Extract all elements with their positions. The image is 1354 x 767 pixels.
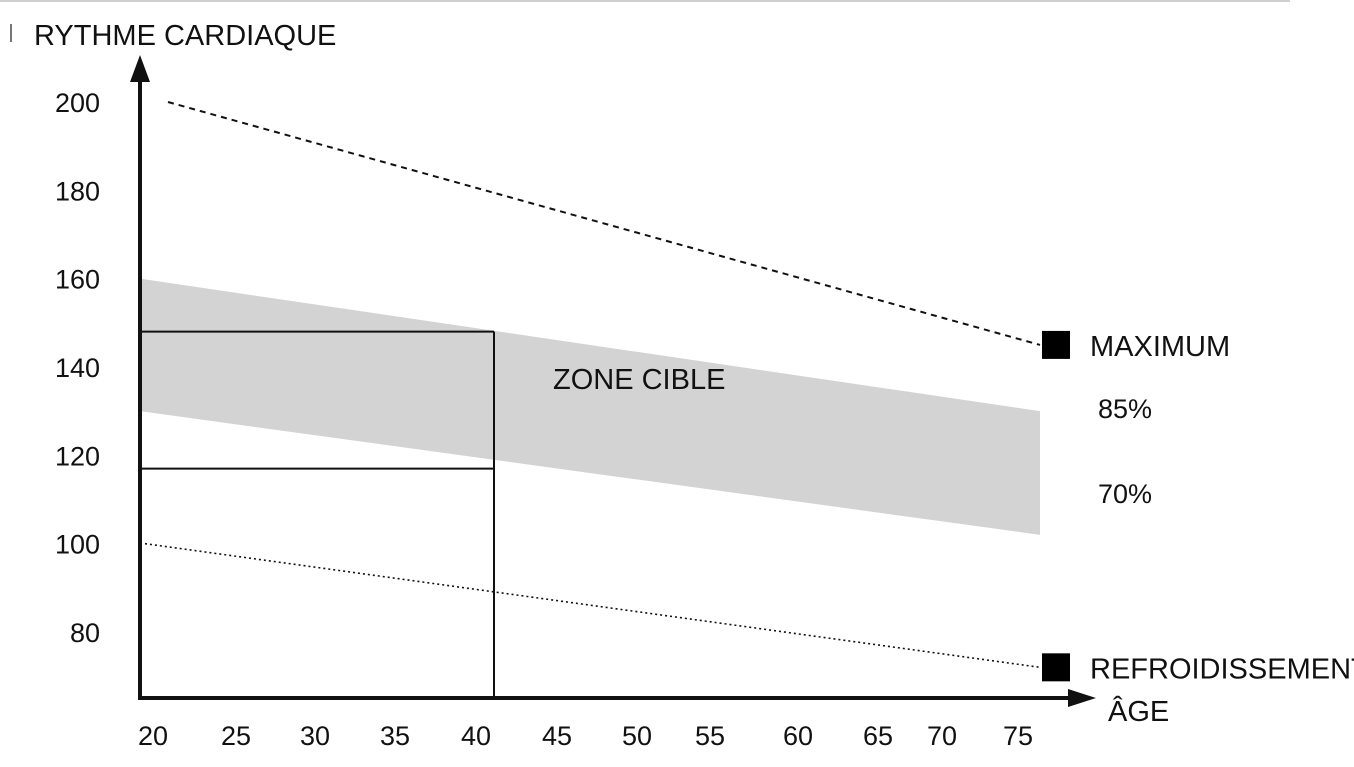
corner-mark [10, 24, 12, 42]
target-zone-layer: ZONE CIBLE [140, 278, 1040, 535]
x-tick-label: 55 [695, 721, 725, 751]
y-axis-arrow [130, 55, 150, 82]
upper-percent-label: 85% [1098, 394, 1152, 424]
x-tick-label: 70 [927, 721, 957, 751]
x-tick-label: 65 [863, 721, 893, 751]
target-zone-band [140, 278, 1040, 535]
cooldown-line [144, 542, 1041, 669]
x-tick-label: 75 [1003, 721, 1033, 751]
x-tick-label: 30 [300, 721, 330, 751]
x-tick-label: 35 [380, 721, 410, 751]
axes-layer [130, 55, 1096, 707]
target-zone-label: ZONE CIBLE [553, 364, 725, 396]
top-rule [0, 0, 1290, 2]
maximum-label: MAXIMUM [1090, 331, 1230, 363]
x-axis-title: ÂGE [1108, 695, 1169, 728]
y-tick-label: 80 [70, 618, 100, 648]
y-axis-title: RYTHME CARDIAQUE [34, 20, 336, 52]
guide-lines-layer [140, 330, 495, 698]
cooldown-label: REFROIDISSEMENT [1090, 653, 1354, 685]
x-tick-label: 25 [221, 721, 251, 751]
y-tick-label: 120 [55, 441, 100, 471]
maximum-marker [1042, 330, 1070, 359]
labels-layer: MAXIMUM REFROIDISSEMENT 85% 70% RYTHME CARDI… [34, 20, 1354, 751]
x-tick-label: 40 [461, 721, 491, 751]
y-tick-label: 160 [55, 265, 100, 295]
x-tick-label: 20 [138, 721, 168, 751]
y-tick-label: 140 [55, 353, 100, 383]
y-tick-label: 100 [55, 530, 100, 560]
x-tick-label: 60 [783, 721, 813, 751]
x-axis-arrow [1068, 689, 1096, 707]
maximum-line [167, 101, 1041, 346]
y-tick-label: 180 [55, 176, 100, 206]
y-tick-label: 200 [55, 88, 100, 118]
x-tick-label: 50 [622, 721, 652, 751]
x-tick-label: 45 [542, 721, 572, 751]
series-layer [144, 101, 1070, 682]
lower-percent-label: 70% [1098, 479, 1152, 509]
cooldown-marker [1042, 653, 1070, 682]
